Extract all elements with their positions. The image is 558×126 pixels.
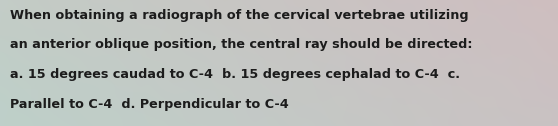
Text: a. 15 degrees caudad to C-4  b. 15 degrees cephalad to C-4  c.: a. 15 degrees caudad to C-4 b. 15 degree… bbox=[10, 68, 460, 81]
Text: Parallel to C-4  d. Perpendicular to C-4: Parallel to C-4 d. Perpendicular to C-4 bbox=[10, 98, 289, 111]
Text: an anterior oblique position, the central ray should be directed:: an anterior oblique position, the centra… bbox=[10, 38, 473, 51]
Text: When obtaining a radiograph of the cervical vertebrae utilizing: When obtaining a radiograph of the cervi… bbox=[10, 9, 469, 22]
